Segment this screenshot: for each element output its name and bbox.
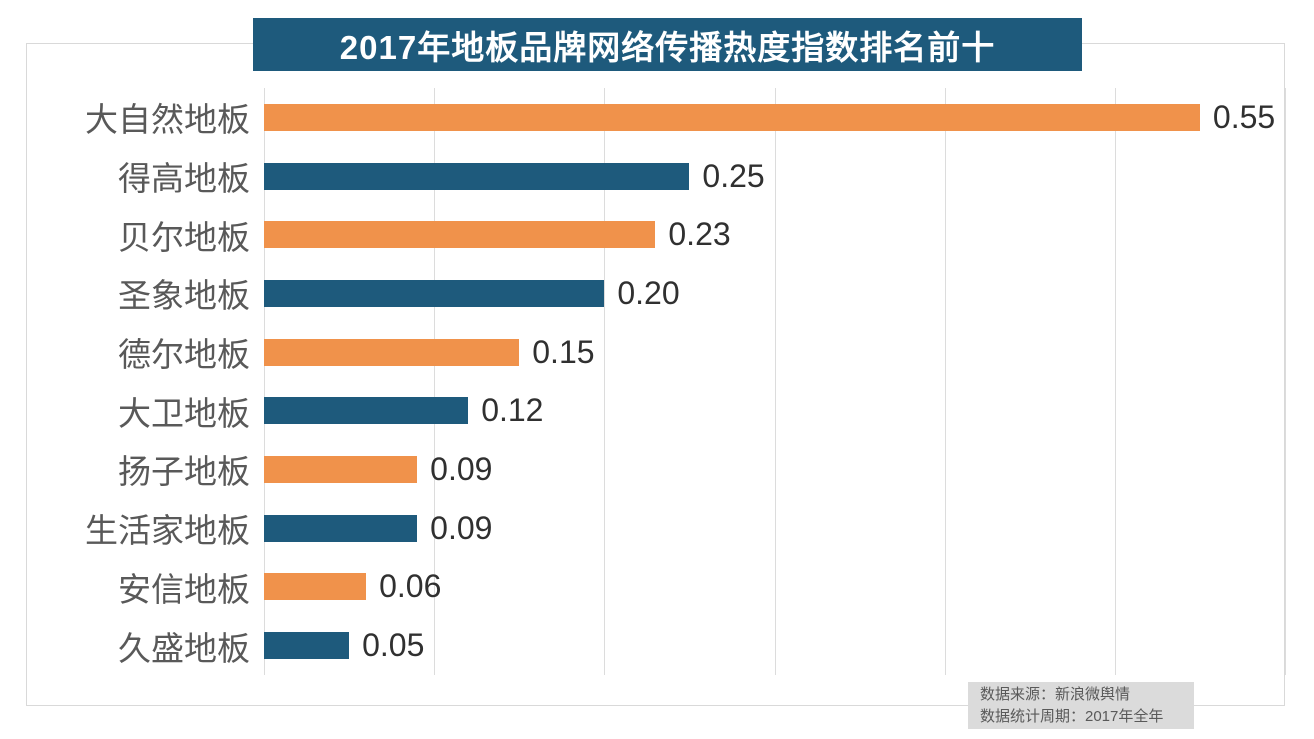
- bar-chart: 大自然地板 0.55 得高地板 0.25 贝尔地板 0.23 圣象地板 0.20…: [0, 88, 1314, 675]
- category-label: 扬子地板: [118, 453, 250, 491]
- category-label: 贝尔地板: [118, 218, 250, 256]
- data-period-line: 数据统计周期：2017年全年: [980, 708, 1164, 725]
- bar-row: 圣象地板 0.20: [0, 264, 1314, 323]
- bar-area: 0.12: [264, 381, 1285, 440]
- chart-frame: [26, 43, 1285, 706]
- data-source-note: 数据来源：新浪微舆情 数据统计周期：2017年全年: [968, 682, 1194, 729]
- bar-row: 久盛地板 0.05: [0, 616, 1314, 675]
- bar-row: 生活家地板 0.09: [0, 499, 1314, 558]
- value-label: 0.15: [532, 333, 595, 370]
- bar-area: 0.15: [264, 323, 1285, 382]
- gridline: [944, 88, 946, 675]
- category-label: 得高地板: [118, 160, 250, 198]
- value-label: 0.55: [1212, 98, 1276, 135]
- bar-area: 0.20: [264, 264, 1285, 323]
- value-label: 0.25: [702, 157, 765, 194]
- data-source-line: 数据来源：新浪微舆情: [980, 686, 1131, 703]
- category-label: 生活家地板: [85, 512, 250, 550]
- bar-row: 扬子地板 0.09: [0, 440, 1314, 499]
- bar-area: 0.09: [264, 499, 1285, 558]
- bar-row: 贝尔地板 0.23: [0, 205, 1314, 264]
- category-label: 大卫地板: [118, 394, 250, 432]
- category-label: 久盛地板: [118, 629, 250, 667]
- gridline: [1285, 88, 1286, 675]
- bar: [264, 632, 350, 660]
- bar-area: 0.06: [264, 558, 1285, 617]
- bar-row: 大卫地板 0.12: [0, 381, 1314, 440]
- value-label: 0.05: [362, 627, 425, 664]
- gridlines: [264, 88, 1286, 675]
- bar: [264, 573, 367, 601]
- value-label: 0.20: [617, 274, 680, 311]
- category-label: 德尔地板: [118, 336, 250, 374]
- category-label: 安信地板: [118, 570, 250, 608]
- bar: [264, 279, 605, 307]
- category-label: 大自然地板: [85, 101, 250, 139]
- bar: [264, 455, 418, 483]
- bar-row: 大自然地板 0.55: [0, 88, 1314, 147]
- gridline: [1114, 88, 1116, 675]
- value-label: 0.09: [430, 509, 493, 546]
- bar: [264, 221, 656, 249]
- gridline: [264, 88, 265, 675]
- gridline: [774, 88, 776, 675]
- value-label: 0.09: [430, 450, 493, 487]
- bar: [264, 514, 418, 542]
- bar-row: 安信地板 0.06: [0, 558, 1314, 617]
- gridline: [604, 88, 606, 675]
- bar: [264, 103, 1200, 131]
- bar-area: 0.23: [264, 205, 1285, 264]
- chart-title: 2017年地板品牌网络传播热度指数排名前十: [339, 28, 996, 66]
- bar-area: 0.09: [264, 440, 1285, 499]
- bar-area: 0.05: [264, 616, 1285, 675]
- gridline: [434, 88, 436, 675]
- bar-row: 德尔地板 0.15: [0, 323, 1314, 382]
- bar: [264, 162, 690, 190]
- value-label: 0.06: [379, 568, 442, 605]
- bar-row: 得高地板 0.25: [0, 147, 1314, 206]
- bar-area: 0.25: [264, 147, 1285, 206]
- bar: [264, 338, 520, 366]
- chart-title-banner: 2017年地板品牌网络传播热度指数排名前十: [253, 18, 1082, 71]
- value-label: 0.12: [481, 392, 544, 429]
- bar: [264, 397, 469, 425]
- value-label: 0.23: [668, 216, 731, 253]
- bar-area: 0.55: [264, 88, 1285, 147]
- category-label: 圣象地板: [118, 277, 250, 315]
